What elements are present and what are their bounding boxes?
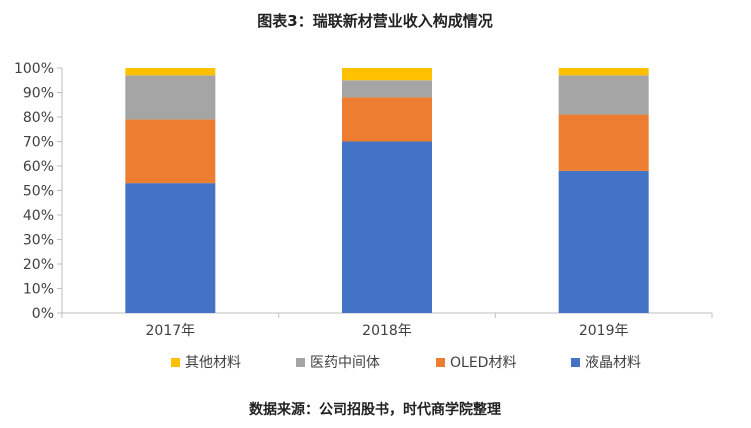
bar-segment [342,141,432,313]
bar-segment [558,114,649,171]
bar-segment [558,75,649,115]
legend: 其他材料 医药中间体 OLED材料 液晶材料 [171,355,641,371]
bar-segment [125,119,216,184]
plot-area: 0% 10% 20% 30% 40% 50% 60% 70% 80% 90% 100% 2017年 20… [14,61,713,339]
legend-label: OLED材料 [450,355,516,371]
bar-segment [558,68,649,76]
y-tick-label: 40% [23,208,54,224]
y-tick-label: 0% [32,306,54,322]
x-tick-label: 2019年 [579,323,629,339]
bar-segment [125,183,216,313]
legend-swatch [171,358,180,367]
bar-segment [558,170,649,313]
y-tick-label: 60% [23,159,54,175]
x-tick-label: 2018年 [362,323,412,339]
y-tick-label: 90% [23,86,54,102]
y-tick-label: 50% [23,184,54,200]
y-tick-label: 80% [23,110,54,126]
legend-swatch [296,358,305,367]
legend-label: 液晶材料 [585,355,641,371]
bar-segment [125,68,216,76]
bar-segment [342,80,432,98]
y-tick-label: 100% [14,61,54,77]
y-tick-label: 70% [23,135,54,151]
legend-swatch [436,358,445,367]
y-tick-label: 20% [23,257,54,273]
legend-label: 医药中间体 [310,355,380,371]
bar-segment [342,68,432,81]
bar-segment [342,97,432,142]
y-tick-label: 10% [23,282,54,298]
x-tick-label: 2017年 [146,323,196,339]
bar-segment [125,75,216,120]
legend-label: 其他材料 [185,355,241,371]
source-note: 数据来源：公司招股书，时代商学院整理 [249,401,501,418]
legend-swatch [571,358,580,367]
chart-title: 图表3：瑞联新材营业收入构成情况 [257,12,492,30]
y-tick-label: 30% [23,233,54,249]
